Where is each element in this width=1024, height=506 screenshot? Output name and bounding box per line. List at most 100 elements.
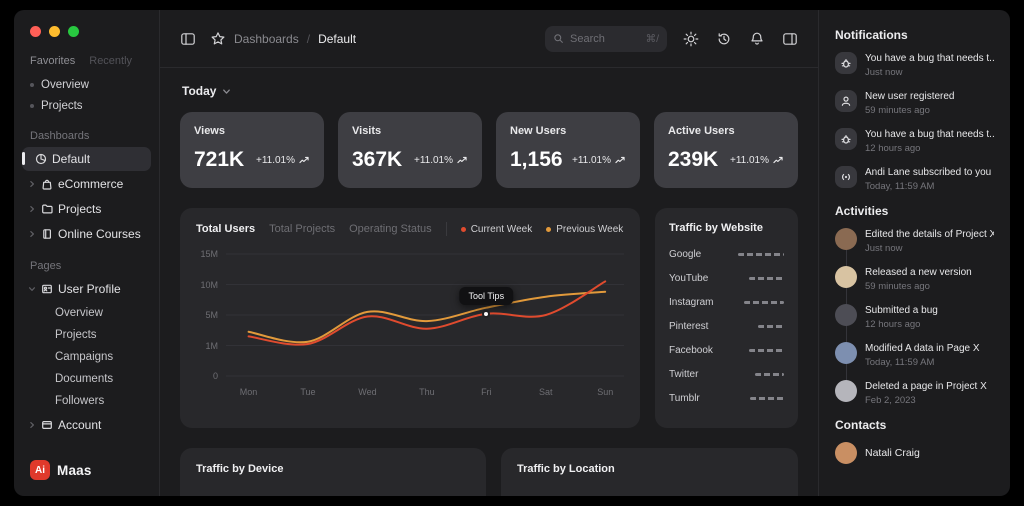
activity-body: Released a new version 59 minutes ago xyxy=(865,266,972,292)
sidebar-item-user-profile[interactable]: User Profile xyxy=(22,277,151,301)
tab-operating-status[interactable]: Operating Status xyxy=(349,223,432,235)
tab-total-projects[interactable]: Total Projects xyxy=(269,223,336,235)
app-window: Favorites Recently Overview Projects Dash… xyxy=(14,10,1010,496)
notification-body: You have a bug that needs t... 12 hours a… xyxy=(865,128,994,154)
stat-delta: +11.01% xyxy=(256,155,310,166)
activity-item[interactable]: Released a new version 59 minutes ago xyxy=(835,266,994,292)
stat-delta: +11.01% xyxy=(572,155,626,166)
shopping-bag-icon xyxy=(41,178,53,190)
notifications-title: Notifications xyxy=(835,28,908,42)
website-name: Google xyxy=(669,248,702,260)
website-name: Pinterest xyxy=(669,320,709,332)
pie-chart-icon xyxy=(35,153,47,165)
sidebar-item-projects[interactable]: Projects xyxy=(22,197,151,221)
sidebar-item-label: Account xyxy=(58,418,102,432)
notification-text: You have a bug that needs t... xyxy=(865,53,994,64)
sidebar-item-campaigns[interactable]: Campaigns xyxy=(55,351,114,363)
app-logo[interactable]: Ai Maas xyxy=(22,460,151,496)
y-tick-label: 0 xyxy=(212,371,218,381)
sidebar-item-overview[interactable]: Overview xyxy=(55,307,103,319)
history-icon[interactable] xyxy=(716,31,732,47)
activity-item[interactable]: Submitted a bug 12 hours ago xyxy=(835,304,994,330)
activity-text: Modified A data in Page X xyxy=(865,343,980,354)
stat-card-visits: Visits 367K +11.01% xyxy=(338,112,482,188)
sidebar-item-account[interactable]: Account xyxy=(22,413,151,437)
stat-label: New Users xyxy=(510,125,567,137)
chart-svg xyxy=(226,253,624,377)
minimize-button[interactable] xyxy=(49,26,60,37)
notification-icon-bubble xyxy=(835,128,857,150)
logo-badge: Ai xyxy=(30,460,50,480)
sidebar-item-overview[interactable]: Overview xyxy=(22,74,151,95)
trend-up-icon xyxy=(615,156,626,164)
stat-label: Visits xyxy=(352,125,382,137)
notification-text: Andi Lane subscribed to you xyxy=(865,167,992,178)
notification-text: You have a bug that needs t... xyxy=(865,129,994,140)
notification-body: You have a bug that needs t... Just now xyxy=(865,52,994,78)
bottom-cards-row: Traffic by Device Traffic by Location xyxy=(180,448,798,496)
activity-item[interactable]: Deleted a page in Project X Feb 2, 2023 xyxy=(835,380,994,406)
stat-label: Active Users xyxy=(668,125,735,137)
notification-item[interactable]: You have a bug that needs t... 12 hours a… xyxy=(835,128,994,154)
tab-favorites[interactable]: Favorites xyxy=(30,55,76,67)
top-bar: Dashboards / Default ⌘/ xyxy=(160,10,818,68)
star-icon[interactable] xyxy=(210,31,226,47)
notification-body: Andi Lane subscribed to you Today, 11:59 … xyxy=(865,166,991,192)
window-controls xyxy=(30,26,151,37)
theme-sun-icon[interactable] xyxy=(683,31,699,47)
notification-item[interactable]: Andi Lane subscribed to you Today, 11:59 … xyxy=(835,166,994,192)
x-tick-label: Fri xyxy=(481,387,492,397)
stat-delta: +11.01% xyxy=(730,155,784,166)
activity-text: Released a new version xyxy=(865,267,972,278)
user-icon xyxy=(840,95,852,107)
panel-right-icon[interactable] xyxy=(782,31,798,47)
favorites-list: Overview Projects xyxy=(22,74,151,116)
section-title-dashboards: Dashboards xyxy=(30,130,90,142)
notification-item[interactable]: You have a bug that needs t... Just now xyxy=(835,52,994,78)
total-users-chart-card: Total Users Total Projects Operating Statu… xyxy=(180,208,640,428)
bullet-icon xyxy=(30,103,34,108)
activity-item[interactable]: Edited the details of Project X Just now xyxy=(835,228,994,254)
chart-legend: Current Week Previous Week xyxy=(460,224,623,235)
avatar xyxy=(835,442,857,464)
x-tick-label: Sun xyxy=(597,387,614,397)
notification-time: 59 minutes ago xyxy=(865,105,930,116)
activity-body: Submitted a bug 12 hours ago xyxy=(865,304,938,330)
chevron-down-icon xyxy=(28,285,36,293)
stat-card-views: Views 721K +11.01% xyxy=(180,112,324,188)
notification-icon-bubble xyxy=(835,166,857,188)
tab-total-users[interactable]: Total Users xyxy=(196,223,256,235)
sidebar-item-projects[interactable]: Projects xyxy=(22,95,151,116)
activity-time: 59 minutes ago xyxy=(865,281,930,292)
contact-item-natali-craig[interactable]: Natali Craig xyxy=(835,442,994,464)
sidebar-toggle-icon[interactable] xyxy=(180,31,196,47)
legend-item-previous-week[interactable]: Previous Week xyxy=(546,224,623,235)
activity-text: Deleted a page in Project X xyxy=(865,381,987,392)
sidebar-item-online-courses[interactable]: Online Courses xyxy=(22,222,151,246)
search-box[interactable]: ⌘/ xyxy=(545,25,667,52)
sidebar-item-documents[interactable]: Documents xyxy=(55,373,114,385)
zoom-button[interactable] xyxy=(68,26,79,37)
contacts-title: Contacts xyxy=(835,418,887,432)
notification-item[interactable]: New user registered 59 minutes ago xyxy=(835,90,994,116)
search-input[interactable] xyxy=(570,32,640,45)
sidebar-item-default[interactable]: Default xyxy=(22,147,151,171)
website-row-instagram: Instagram xyxy=(669,290,784,314)
bell-icon[interactable] xyxy=(749,31,765,47)
close-button[interactable] xyxy=(30,26,41,37)
breadcrumb-dashboards[interactable]: Dashboards xyxy=(234,31,299,46)
chevron-right-icon xyxy=(28,205,36,213)
period-selector[interactable]: Today xyxy=(182,84,231,98)
charts-row: Total Users Total Projects Operating Statu… xyxy=(180,208,798,428)
legend-item-current-week[interactable]: Current Week xyxy=(460,224,532,235)
stat-card-active-users: Active Users 239K +11.01% xyxy=(654,112,798,188)
tab-recently[interactable]: Recently xyxy=(89,55,133,67)
activities-list: Edited the details of Project X Just now R… xyxy=(835,228,994,406)
chart-tabs: Total Users Total Projects Operating Statu… xyxy=(196,223,432,235)
sidebar-item-label: Projects xyxy=(41,99,83,112)
sidebar-item-followers[interactable]: Followers xyxy=(55,395,105,407)
sidebar-item-projects[interactable]: Projects xyxy=(55,329,97,341)
activity-item[interactable]: Modified A data in Page X Today, 11:59 AM xyxy=(835,342,994,368)
avatar xyxy=(835,228,857,250)
sidebar-item-ecommerce[interactable]: eCommerce xyxy=(22,172,151,196)
